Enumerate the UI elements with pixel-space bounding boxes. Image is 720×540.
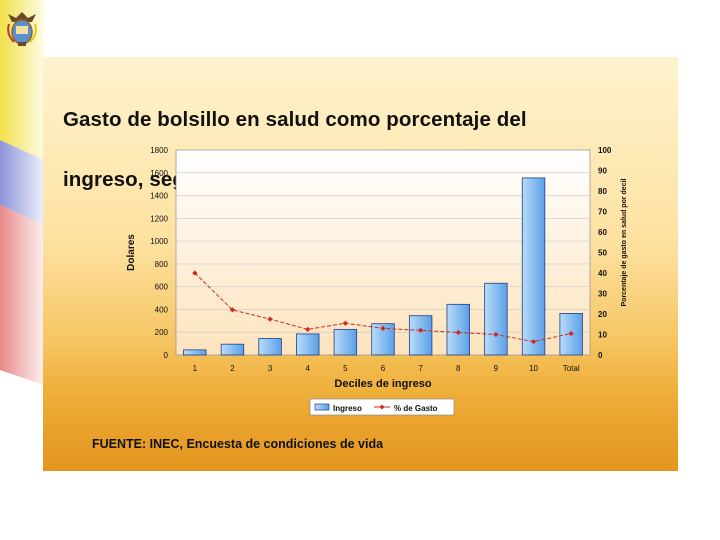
y2-tick-label: 50 [598,249,607,258]
gasto-point [229,307,236,313]
gasto-point [568,330,574,337]
y-tick-label: 1200 [150,214,168,223]
bar [408,315,433,356]
x-tick-label: 6 [381,364,386,373]
y-tick-label: 1000 [150,237,168,246]
legend-marker-gasto [379,404,385,410]
gasto-point [530,339,537,345]
bar [183,349,207,356]
y2-tick-label: 80 [598,187,607,196]
x-tick-label: 7 [418,364,423,373]
bar [333,328,358,356]
bar [484,282,508,356]
x-tick-label: 8 [456,364,461,373]
y2-tick-label: 20 [598,310,607,319]
x-tick-label: 4 [306,364,311,373]
y2-tick-label: 90 [598,167,607,176]
x-tick-label: Total [563,364,580,373]
x-tick-label: 5 [343,364,348,373]
y2-tick-label: 60 [598,228,607,237]
bar [521,177,546,356]
legend-label-ingreso: Ingreso [333,404,362,413]
bar [371,323,395,356]
bar [446,303,470,356]
x-tick-label: 9 [494,364,499,373]
legend-swatch-ingreso [314,403,330,411]
y-tick-label: 0 [164,351,169,360]
y2-tick-label: 100 [598,146,612,155]
y-tick-label: 600 [155,283,169,292]
bar [296,333,320,356]
bar [220,343,245,356]
plot-area [175,149,591,356]
gasto-point [380,325,386,331]
y2-tick-label: 40 [598,269,607,278]
y2-tick-label: 30 [598,290,607,299]
gasto-point [342,320,348,326]
y-tick-label: 200 [155,328,169,337]
gasto-point [305,326,311,332]
x-tick-label: 1 [193,364,198,373]
y2-tick-label: 70 [598,208,607,217]
y-tick-label: 1400 [150,192,168,201]
y-tick-label: 1600 [150,169,168,178]
gasto-point [192,270,198,276]
y2-tick-label: 10 [598,331,607,340]
y2-tick-label: 0 [598,351,603,360]
gasto-point [455,329,461,336]
y-axis-title: Dolares [126,234,137,271]
gasto-point [267,316,273,322]
x-tick-label: 10 [529,364,538,373]
flag-stripe-blue [0,140,44,225]
source-note: FUENTE: INEC, Encuesta de condiciones de… [92,437,384,451]
legend-label-gasto: % de Gasto [394,404,438,413]
y-tick-label: 800 [155,260,169,269]
coat-of-arms-logo [7,12,37,46]
flag-stripe-red [0,205,44,385]
gasto-point [418,327,424,333]
y-tick-label: 400 [155,305,169,314]
y2-axis-title: Porcentaje de gasto en salud por decil [621,178,628,306]
gasto-point [493,331,499,338]
x-tick-label: 2 [230,364,235,373]
x-tick-label: 3 [268,364,273,373]
y-tick-label: 1800 [150,146,168,155]
bar [258,338,282,356]
title-line-1: Gasto de bolsillo en salud como porcenta… [63,108,527,131]
x-axis-title: Deciles de ingreso [334,378,431,390]
